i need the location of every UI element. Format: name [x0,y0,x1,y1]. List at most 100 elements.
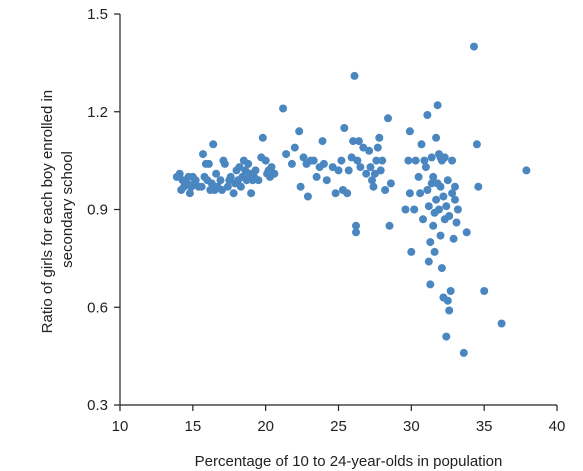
data-point [430,247,439,256]
data-point [442,332,451,341]
data-point [419,215,427,224]
data-point [453,205,462,214]
data-point [445,212,454,220]
y-tick-label: 1.5 [87,6,108,23]
data-point [229,189,238,198]
y-tick-label: 0.9 [87,202,108,219]
data-point [407,247,416,256]
data-point [295,127,304,136]
data-point [197,182,206,191]
data-point [267,163,276,172]
data-point [451,195,459,204]
data-point [426,238,435,247]
data-point [352,221,360,230]
data-point [432,133,441,142]
data-point [216,176,225,185]
data-point [432,195,441,204]
data-point [362,169,371,178]
x-tick-label: 40 [549,418,566,435]
data-point [354,137,363,146]
data-point [410,205,419,214]
data-point [309,156,318,165]
data-point [424,257,433,266]
y-tick-label: 0.3 [87,397,108,414]
data-point [334,166,343,175]
data-point [340,124,349,132]
data-point [322,176,331,185]
data-point [405,189,414,198]
data-point [470,42,478,51]
data-point [244,159,253,168]
data-point [451,182,459,191]
data-point [384,114,392,123]
data-point [258,133,267,142]
data-point [282,150,291,159]
data-point [251,166,260,175]
data-point [424,202,433,211]
data-point [353,156,362,165]
data-point [191,176,200,185]
data-point [386,179,395,188]
data-point [185,189,194,198]
data-point [223,182,232,191]
data-point [199,150,207,159]
data-point [429,221,438,230]
data-point [423,111,432,119]
data-point [446,287,455,295]
x-tick-label: 25 [330,418,347,435]
ticks: 10 15 20 25 30 35 40 0.3 0.6 0.9 1.2 1.5 [87,6,565,435]
data-point [328,163,337,172]
data-point [296,182,305,191]
data-point [366,163,375,172]
data-point [480,287,489,295]
data-point [373,143,382,152]
data-point [381,186,390,194]
data-point [218,186,226,194]
data-point [404,156,413,165]
data-point [497,319,506,328]
data-point [401,205,410,214]
data-point [426,280,435,289]
data-points [172,42,531,357]
data-point [365,146,374,155]
y-axis-title: Ratio of girls for each boy enrolled in … [39,86,76,334]
data-point [350,71,359,80]
data-point [436,182,445,191]
data-point [242,176,251,185]
data-point [318,137,327,146]
data-point [445,306,454,315]
data-point [220,159,229,168]
data-point [270,169,279,178]
data-point [437,264,446,273]
x-tick-label: 35 [476,418,493,435]
data-point [474,182,483,191]
data-point [427,153,436,162]
x-tick-label: 10 [112,418,129,435]
data-point [405,127,414,136]
data-point [247,189,256,198]
data-point [376,166,385,175]
data-point [436,231,445,240]
data-point [343,189,352,198]
data-point [448,189,457,198]
data-point [279,104,288,113]
data-point [443,296,452,305]
data-point [204,159,213,168]
data-point [378,156,387,165]
y-tick-label: 1.2 [87,104,108,121]
data-point [344,166,353,175]
x-tick-label: 15 [184,418,201,435]
data-point [236,182,245,191]
data-point [448,156,457,165]
data-point [372,156,381,165]
data-point [459,348,468,357]
y-axis-title-line-1: Ratio of girls for each boy enrolled in [39,90,56,333]
data-point [175,169,184,178]
data-point [416,189,425,198]
x-tick-label: 20 [257,418,274,435]
data-point [212,169,221,178]
data-point [435,150,443,159]
data-point [209,140,218,149]
data-point [369,182,378,191]
data-point [462,228,471,237]
